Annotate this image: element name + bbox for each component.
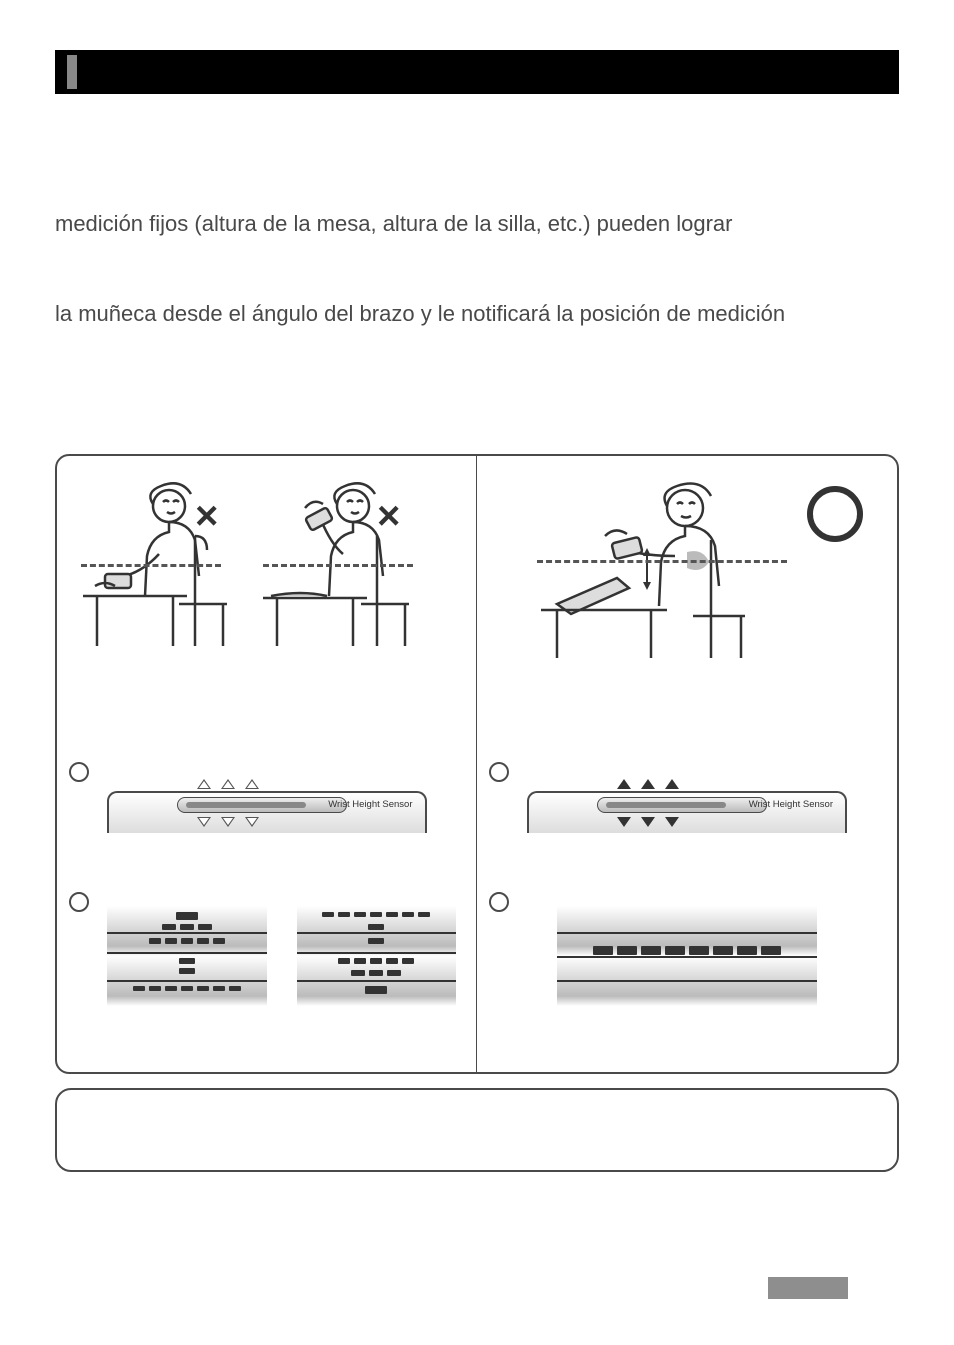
bargraph-row-correct bbox=[477, 886, 897, 1026]
cross-mark-icon: × bbox=[195, 494, 218, 539]
triangle-up-solid-icon bbox=[617, 779, 631, 789]
triangle-up-solid-icon bbox=[665, 779, 679, 789]
bullet-circle-icon bbox=[69, 892, 89, 912]
triangle-up-row bbox=[197, 779, 259, 789]
figure-grid: × bbox=[57, 456, 897, 1072]
triangle-up-row bbox=[617, 779, 679, 789]
sensor-slot bbox=[597, 797, 767, 813]
bullet-circle-icon bbox=[489, 762, 509, 782]
illustration-correct bbox=[477, 456, 897, 686]
triangle-up-outline-icon bbox=[197, 779, 211, 789]
triangle-down-solid-icon bbox=[617, 817, 631, 827]
illustration-incorrect: × bbox=[57, 456, 476, 686]
page: medición fijos (altura de la mesa, altur… bbox=[0, 0, 954, 1345]
intro-line-2: la muñeca desde el ángulo del brazo y le… bbox=[55, 294, 899, 334]
triangle-up-outline-icon bbox=[221, 779, 235, 789]
column-correct: Wrist Height Sensor bbox=[477, 456, 897, 1072]
person-wrist-low-icon bbox=[77, 476, 257, 666]
bar-block-down-pyramid bbox=[297, 906, 457, 1006]
triangle-down-outline-icon bbox=[221, 817, 235, 827]
sensor-row-correct: Wrist Height Sensor bbox=[477, 756, 897, 856]
sensor-device-outline: Wrist Height Sensor bbox=[107, 771, 427, 841]
bar-block-up-pyramid bbox=[107, 906, 267, 1006]
bar-block-centered bbox=[557, 906, 817, 1006]
header-marker bbox=[67, 55, 77, 89]
ok-circle-icon bbox=[807, 486, 863, 542]
intro-text: medición fijos (altura de la mesa, altur… bbox=[55, 204, 899, 334]
triangle-up-solid-icon bbox=[641, 779, 655, 789]
bargraph-row-incorrect bbox=[57, 886, 476, 1026]
heart-level-dash-icon bbox=[81, 564, 221, 567]
figure-box: × bbox=[55, 454, 899, 1074]
triangle-down-row bbox=[617, 817, 679, 827]
note-box bbox=[55, 1088, 899, 1172]
triangle-down-solid-icon bbox=[665, 817, 679, 827]
person-wrist-high-icon bbox=[257, 476, 437, 666]
triangle-down-row bbox=[197, 817, 259, 827]
section-header-bar bbox=[55, 50, 899, 94]
cross-mark-icon: × bbox=[377, 494, 400, 539]
heart-level-dash-icon bbox=[537, 560, 787, 563]
bars-wrap bbox=[107, 906, 456, 1016]
intro-gap bbox=[55, 252, 899, 286]
sensor-label: Wrist Height Sensor bbox=[328, 799, 412, 810]
triangle-down-outline-icon bbox=[245, 817, 259, 827]
heart-level-dash-icon bbox=[263, 564, 413, 567]
bullet-circle-icon bbox=[69, 762, 89, 782]
person-wrist-heart-level-icon bbox=[527, 476, 787, 676]
sensor-label: Wrist Height Sensor bbox=[749, 799, 833, 810]
bullet-circle-icon bbox=[489, 892, 509, 912]
triangle-down-solid-icon bbox=[641, 817, 655, 827]
page-number-badge bbox=[768, 1277, 848, 1299]
triangle-down-outline-icon bbox=[197, 817, 211, 827]
column-incorrect: × bbox=[57, 456, 477, 1072]
triangle-up-outline-icon bbox=[245, 779, 259, 789]
sensor-slot bbox=[177, 797, 347, 813]
intro-line-1: medición fijos (altura de la mesa, altur… bbox=[55, 204, 899, 244]
sensor-row-incorrect: Wrist Height Sensor bbox=[57, 756, 476, 856]
sensor-device-solid: Wrist Height Sensor bbox=[527, 771, 847, 841]
